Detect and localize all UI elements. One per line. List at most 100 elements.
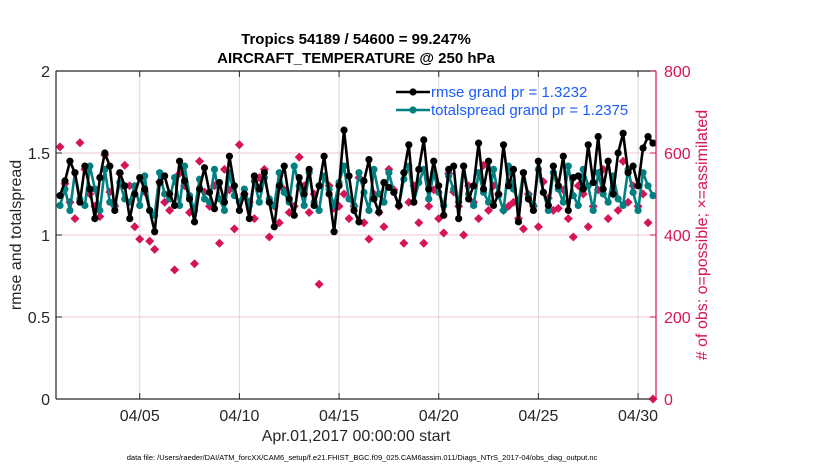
- y-tick-label-right: 0: [664, 392, 673, 409]
- grid: [56, 71, 656, 399]
- totalspread-point: [136, 201, 144, 210]
- totalspread-point: [56, 201, 64, 210]
- rmse-point: [489, 201, 498, 210]
- rmse-series: [56, 126, 657, 236]
- x-tick-label: 04/15: [319, 408, 359, 425]
- rmse-point: [121, 182, 129, 190]
- rmse-point: [425, 185, 433, 193]
- obs-point: [344, 214, 354, 224]
- obs-point: [419, 238, 429, 248]
- rmse-point: [405, 141, 413, 149]
- obs-point: [314, 279, 324, 289]
- rmse-point: [280, 162, 288, 170]
- totalspread-point: [86, 162, 94, 170]
- totalspread-point: [604, 198, 612, 206]
- obs-point: [364, 234, 374, 244]
- rmse-point: [484, 157, 493, 165]
- obs-point: [553, 203, 563, 213]
- rmse-point: [564, 206, 572, 214]
- totalspread-point: [425, 195, 433, 203]
- obs-point: [234, 140, 244, 150]
- rmse-point: [315, 182, 323, 190]
- rmse-point: [126, 215, 134, 223]
- totalspread-point: [210, 165, 219, 173]
- rmse-point: [524, 195, 533, 203]
- rmse-point: [205, 188, 214, 196]
- rmse-point: [230, 182, 239, 190]
- obs-point: [583, 222, 593, 232]
- rmse-point: [56, 192, 64, 200]
- obs-point: [75, 138, 85, 148]
- rmse-point: [649, 139, 657, 147]
- rmse-point: [320, 152, 328, 160]
- rmse-point: [435, 182, 443, 190]
- y-tick-label-left: 1.5: [28, 146, 50, 163]
- rmse-point: [619, 129, 627, 137]
- rmse-point: [290, 211, 298, 219]
- totalspread-point: [544, 206, 552, 214]
- rmse-point: [634, 182, 642, 190]
- rmse-point: [529, 206, 538, 214]
- obs-point: [294, 152, 304, 162]
- totalspread-point: [385, 169, 393, 177]
- y-tick-label-left: 0.5: [28, 310, 50, 327]
- rmse-point: [410, 198, 418, 206]
- rmse-point: [61, 177, 69, 185]
- totalspread-point: [91, 185, 99, 193]
- rmse-point: [265, 198, 273, 206]
- obs-point: [484, 205, 494, 215]
- rmse-point: [574, 172, 582, 180]
- chart-title: Tropics 54189 / 54600 = 99.247% AIRCRAFT…: [217, 31, 495, 67]
- rmse-point: [504, 182, 513, 190]
- totalspread-point: [594, 169, 602, 177]
- totalspread-point: [300, 201, 308, 210]
- totalspread-point: [489, 165, 498, 173]
- rmse-point: [539, 188, 547, 196]
- totalspread-point: [619, 201, 627, 210]
- obs-point: [414, 218, 424, 228]
- obs-point: [474, 214, 484, 224]
- totalspread-point: [370, 165, 378, 173]
- rmse-point: [131, 190, 139, 198]
- chart-title-line-1: Tropics 54189 / 54600 = 99.247%: [241, 31, 471, 48]
- axes: [55, 70, 657, 400]
- totalspread-point: [644, 182, 652, 190]
- obs-point: [568, 232, 578, 242]
- y-tick-label-right: 400: [664, 228, 691, 245]
- rmse-point: [385, 183, 393, 192]
- rmse-point: [455, 215, 463, 223]
- totalspread-point: [564, 162, 572, 170]
- rmse-point: [300, 190, 308, 198]
- obs-point: [55, 142, 65, 152]
- obs-point: [439, 228, 449, 238]
- rmse-point: [629, 162, 637, 170]
- obs-point: [150, 244, 160, 254]
- rmse-point: [270, 223, 278, 231]
- rmse-point: [91, 215, 99, 223]
- y-tick-label-right: 800: [664, 64, 691, 81]
- x-axis-label: Apr.01,2017 00:00:00 start: [262, 428, 451, 445]
- rmse-point: [370, 195, 378, 203]
- rmse-point: [594, 133, 602, 141]
- rmse-point: [355, 218, 363, 226]
- rmse-point: [141, 185, 149, 193]
- rmse-point: [400, 169, 408, 177]
- rmse-point: [514, 218, 523, 226]
- obs-point: [613, 205, 623, 215]
- rmse-point: [235, 206, 243, 214]
- legend-marker: [409, 88, 417, 96]
- obs-point: [170, 265, 180, 275]
- totalspread-point: [589, 206, 597, 214]
- totalspread-point: [161, 190, 169, 198]
- obs-point: [643, 218, 653, 228]
- rmse-point: [415, 165, 423, 173]
- rmse-point: [559, 152, 567, 160]
- rmse-point: [166, 190, 174, 198]
- rmse-point: [350, 206, 358, 214]
- totalspread-point: [96, 206, 104, 214]
- rmse-point: [285, 195, 293, 203]
- rmse-point: [146, 206, 154, 214]
- rmse-point: [644, 133, 652, 141]
- rmse-point: [375, 208, 383, 216]
